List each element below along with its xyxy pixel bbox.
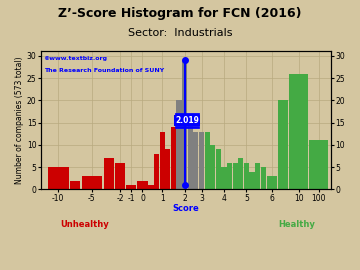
Y-axis label: Number of companies (573 total): Number of companies (573 total)	[15, 57, 24, 184]
Bar	[154, 154, 159, 190]
Bar	[309, 140, 328, 190]
Bar	[159, 131, 165, 190]
Bar	[176, 100, 181, 190]
Bar	[210, 145, 215, 190]
Bar	[171, 127, 176, 190]
Bar	[227, 163, 232, 190]
Bar	[126, 185, 136, 190]
Bar	[267, 176, 277, 190]
Bar	[48, 167, 68, 190]
Bar	[193, 131, 198, 190]
Bar	[261, 167, 266, 190]
Bar	[115, 163, 125, 190]
Bar	[70, 181, 80, 190]
Bar	[188, 114, 193, 190]
Text: Unhealthy: Unhealthy	[60, 220, 108, 229]
Bar	[249, 172, 255, 190]
Bar	[182, 60, 187, 190]
Text: 2.019: 2.019	[175, 116, 199, 125]
Bar	[238, 158, 243, 190]
Bar	[255, 163, 260, 190]
Bar	[244, 163, 249, 190]
Bar	[204, 131, 210, 190]
Bar	[216, 149, 221, 190]
Text: ©www.textbiz.org: ©www.textbiz.org	[44, 56, 108, 60]
Text: The Research Foundation of SUNY: The Research Foundation of SUNY	[44, 68, 164, 73]
Text: Healthy: Healthy	[278, 220, 315, 229]
Text: Sector:  Industrials: Sector: Industrials	[128, 28, 232, 38]
Bar	[233, 163, 238, 190]
Bar	[165, 149, 170, 190]
Text: Z’-Score Histogram for FCN (2016): Z’-Score Histogram for FCN (2016)	[58, 7, 302, 20]
Bar	[137, 181, 148, 190]
Bar	[199, 131, 204, 190]
Bar	[289, 74, 308, 190]
Bar	[148, 185, 153, 190]
Bar	[278, 100, 288, 190]
Bar	[82, 176, 102, 190]
X-axis label: Score: Score	[172, 204, 199, 213]
Bar	[104, 158, 114, 190]
Bar	[221, 167, 226, 190]
